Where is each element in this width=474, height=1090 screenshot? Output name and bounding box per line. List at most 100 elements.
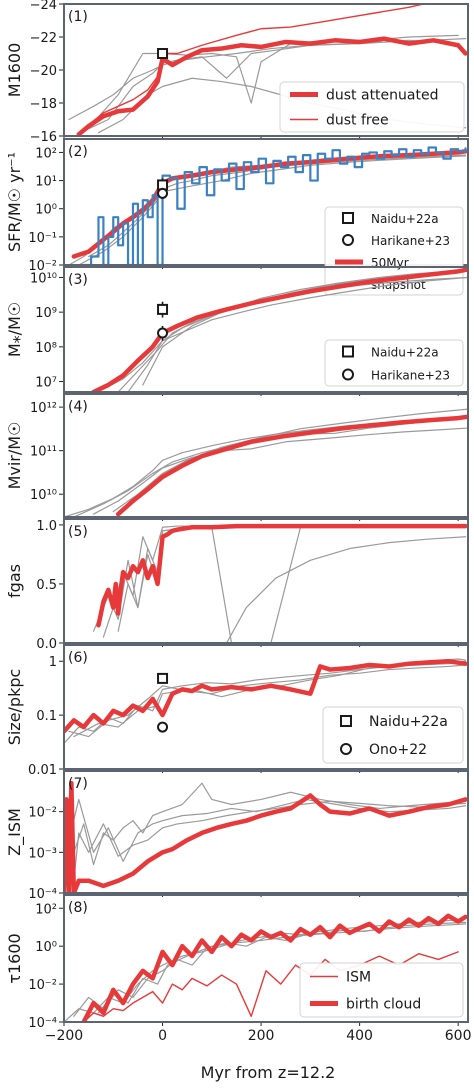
gray-series-line: [92, 427, 468, 515]
panel-4: 10¹⁰ 10¹¹ 10¹² (4) Mvir/M☉: [5, 393, 469, 521]
series-line-50myr: [71, 149, 468, 259]
series-line-main: [115, 414, 468, 517]
y-tick-label: 0.5: [36, 578, 57, 593]
y-axis-label: SFR/M☉ yr⁻¹: [5, 152, 24, 252]
panels: −24−22−20−18−16(1)M1600 dust attenuateddu…: [5, 0, 472, 1044]
gray-series-line: [68, 664, 467, 738]
point-ono-22: [157, 721, 169, 733]
series-line-dust-free: [78, 4, 425, 134]
legend-entry-label: dust free: [326, 113, 389, 129]
x-tick-label: 600: [445, 1028, 472, 1044]
legend-entry-label: ISM: [346, 970, 371, 986]
plot-area: [91, 267, 468, 392]
legend-marker-circle: [342, 368, 354, 381]
y-tick-label: 10¹: [35, 175, 57, 190]
panel-frame: [63, 770, 469, 894]
y-tick-label: 10⁰: [35, 940, 57, 955]
gray-series-line: [97, 923, 467, 1014]
gray-series-line: [117, 525, 467, 632]
legend: dust attenuated dust free: [279, 81, 465, 133]
panel-label: (5): [68, 524, 88, 540]
legend: ISM birth cloud: [299, 962, 464, 1018]
legend-entry-label: Naidu+22a: [371, 346, 439, 360]
point-naidu-22a: [157, 672, 169, 684]
legend-box: [324, 339, 464, 387]
panel-frame: [63, 3, 469, 137]
panel-label: (4): [68, 399, 88, 415]
legend: Naidu+22a Ono+22: [322, 706, 464, 764]
point-naidu-22a: [157, 48, 169, 59]
y-tick-label: 10⁻²: [28, 259, 57, 274]
y-tick-label: 10¹⁰: [30, 488, 57, 503]
gray-series-line: [102, 276, 468, 390]
panel-frame: [63, 644, 469, 770]
y-tick-label: 0.01: [28, 763, 57, 778]
series-line-main: [64, 658, 468, 734]
y-tick-label: 10⁷: [35, 376, 57, 391]
panel-5: 0.0 0.5 1.0 (5) fgas: [5, 518, 469, 652]
y-tick-label: −24: [30, 0, 57, 13]
y-tick-label: 10⁻⁴: [28, 1016, 57, 1031]
panel-label: (3): [68, 272, 88, 288]
panel-frame: [63, 894, 469, 1023]
panel-2: 10⁻² 10⁻¹ 10⁰ 10¹ 10² (2) SFR/M☉ yr⁻¹ Naidu+22a…: [5, 138, 469, 296]
legend-entry-label: Naidu+22a: [371, 212, 439, 226]
y-tick-label: 1.0: [36, 519, 57, 534]
legend-marker-circle: [340, 743, 352, 755]
gray-series-line: [83, 39, 459, 132]
legend-marker-square: [340, 715, 352, 727]
panel-label: (1): [68, 9, 88, 25]
y-tick-label: 10⁻³: [28, 846, 57, 861]
y-tick-label: 0.1: [36, 709, 57, 724]
panel-8: 10⁻⁴ 10⁻² 10⁰ 10² (8) τ1600 ISM birth cloud −200…: [5, 894, 472, 1044]
legend-marker-square: [342, 212, 354, 224]
y-axis-label: Z_ISM: [5, 808, 25, 856]
panel-6: 0.01 0.1 1 (6) Size/pkpc Naidu+22a Ono+22: [5, 644, 469, 778]
y-axis-label: Mvir/M☉: [5, 422, 24, 490]
panel-frame: [63, 518, 469, 644]
y-tick-label: 10¹²: [30, 401, 57, 416]
y-tick-label: 10²: [35, 902, 57, 917]
plot-area: [64, 780, 468, 893]
x-tick-label: 200: [248, 1028, 275, 1044]
y-tick-label: 0.0: [36, 637, 57, 652]
legend-box: [299, 962, 464, 1018]
y-tick-label: −18: [30, 97, 57, 112]
gray-series-line: [221, 536, 467, 643]
panel-1: −24−22−20−18−16(1)M1600 dust attenuateddu…: [5, 0, 469, 145]
series-line-ism: [83, 951, 459, 1022]
x-tick-label: −200: [45, 1028, 83, 1044]
y-tick-label: 10¹¹: [30, 445, 57, 460]
plot-area: [64, 658, 468, 744]
point-harikane-23: [157, 327, 169, 339]
plot-area: [92, 523, 468, 643]
series-line-main: [64, 780, 468, 893]
y-tick-label: 10²: [35, 146, 57, 161]
y-tick-label: −16: [30, 130, 57, 145]
series-line-dust-attenuated: [76, 36, 468, 136]
x-tick-label: 400: [346, 1028, 373, 1044]
plot-area: [64, 408, 468, 517]
legend-marker-square: [342, 345, 354, 358]
panel-3: 10⁷ 10⁸ 10⁹ 10¹⁰ (3) M⁎/M☉ Naidu+22a Harikane+2…: [5, 266, 469, 396]
y-axis-label: M⁎/M☉: [5, 302, 24, 357]
panel-frame: [63, 393, 469, 518]
legend-marker-circle: [342, 234, 354, 246]
series-line-main: [96, 523, 468, 628]
plot-area: [68, 146, 468, 265]
legend-box: [322, 706, 464, 764]
y-tick-label: 10⁻¹: [28, 231, 57, 246]
y-axis-label: fgas: [5, 564, 24, 598]
y-tick-label: 10¹⁰: [30, 271, 57, 286]
y-tick-label: 10⁹: [35, 306, 57, 321]
gray-series-line: [92, 525, 467, 643]
plot-area: [64, 913, 468, 1022]
legend-box: [279, 81, 465, 133]
panel-label: (2): [68, 144, 88, 160]
gray-series-line: [65, 782, 467, 866]
y-axis-label: M1600: [5, 43, 24, 98]
series-line-main: [91, 267, 468, 392]
panel-label: (7): [68, 776, 88, 792]
legend-entry-label: birth cloud: [346, 997, 421, 1013]
